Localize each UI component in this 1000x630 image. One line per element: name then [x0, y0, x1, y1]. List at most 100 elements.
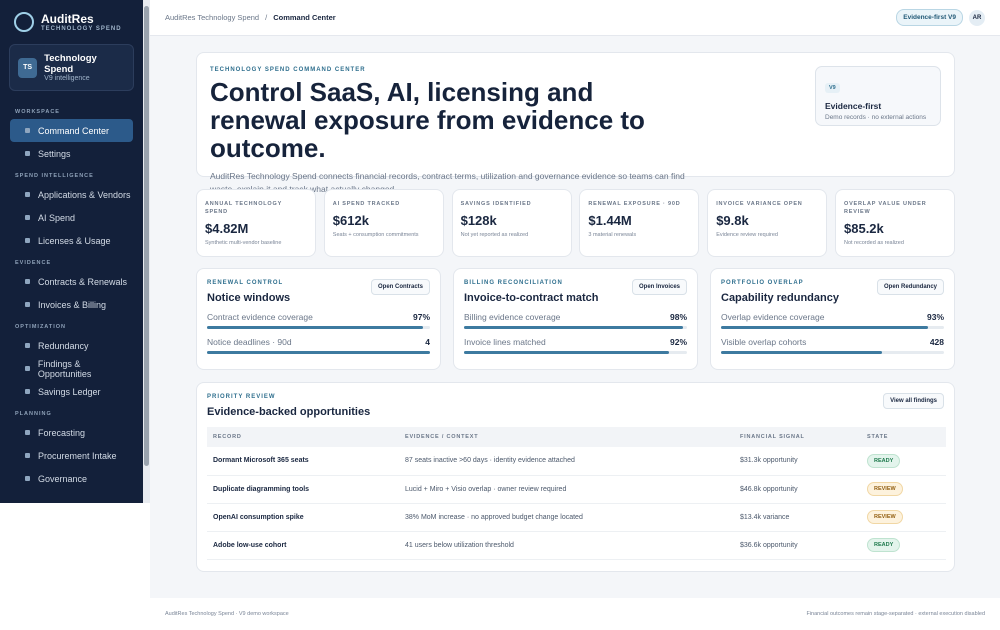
nav-icon [25, 279, 30, 284]
workspace-text: Technology Spend V9 intelligence [44, 53, 125, 82]
nav-icon [25, 366, 30, 371]
metric-line: Contract evidence coverage 97% [207, 312, 430, 322]
kpi-card: AI SPEND TRACKED $612k Seats + consumption… [323, 189, 444, 257]
table-row[interactable]: Duplicate diagramming tools Lucid + Miro … [207, 475, 946, 504]
workspace-name: Technology Spend [44, 53, 97, 75]
kpi-value: $1.44M [588, 213, 632, 228]
panel-title: Invoice-to-contract match [464, 292, 599, 304]
column-header: EVIDENCE / CONTEXT [399, 427, 734, 447]
nav-item[interactable]: Settings [10, 142, 133, 165]
nav-item[interactable]: Findings & Opportunities [10, 357, 133, 380]
panel-button[interactable]: Open Redundancy [876, 279, 944, 295]
table-row[interactable]: Adobe low-use cohort 41 users below utili… [207, 531, 946, 560]
nav-item[interactable]: Savings Ledger [10, 380, 133, 403]
nav-item[interactable]: Invoices & Billing [10, 293, 133, 316]
progress-track [464, 326, 687, 329]
kpi-value: $9.8k [716, 213, 749, 228]
avatar[interactable]: AR [969, 9, 985, 26]
metric-value: 92% [669, 337, 687, 347]
breadcrumb-root[interactable]: AuditRes Technology Spend [165, 13, 260, 22]
nav-icon [25, 476, 30, 481]
progress-fill [207, 326, 424, 329]
metric-line: Notice deadlines · 90d 4 [207, 337, 430, 347]
table-cell: READY [861, 531, 946, 560]
scrollbar [143, 0, 150, 503]
table-title: Evidence-backed opportunities [207, 406, 371, 418]
nav-label: Forecasting [38, 427, 86, 438]
nav-label: Redundancy [38, 340, 89, 351]
brand: AuditRes TECHNOLOGY SPEND [0, 0, 143, 40]
breadcrumb-current: Command Center [273, 13, 336, 22]
table: RECORD EVIDENCE / CONTEXT FINANCIAL SIGNAL… [207, 427, 946, 560]
kpi-label: SAVINGS IDENTIFIED [460, 201, 532, 207]
nav-label: Procurement Intake [38, 450, 117, 461]
aside-tag: V9 [825, 83, 840, 93]
nav-label: Applications & Vendors [38, 189, 131, 200]
metric-label: Billing evidence coverage [464, 312, 561, 322]
brand-text: AuditRes TECHNOLOGY SPEND [41, 12, 122, 32]
state-pill: REVIEW [867, 482, 903, 496]
topbar: AuditRes Technology Spend / Command Center… [150, 0, 1000, 36]
hero: TECHNOLOGY SPEND COMMAND CENTER Control S… [196, 52, 955, 194]
badge: Evidence-first V9 [896, 9, 963, 26]
metric-line: Visible overlap cohorts 428 [721, 337, 944, 347]
workspace[interactable]: TS Technology Spend V9 intelligence [9, 44, 134, 91]
table-button[interactable]: View all findings [883, 393, 944, 409]
nav-item[interactable]: AI Spend [10, 206, 133, 229]
panel-title: Capability redundancy [721, 292, 839, 304]
kpi-note: Not recorded as realized [844, 240, 904, 246]
table-row[interactable]: OpenAI consumption spike 38% MoM increase… [207, 503, 946, 532]
kpi-note: 3 material renewals [588, 232, 637, 238]
nav-icon [25, 238, 30, 243]
main: AuditRes Technology Spend / Command Center… [150, 0, 1000, 598]
kpi-label: ANNUAL TECHNOLOGY SPEND [205, 201, 282, 215]
metric-value: 98% [669, 312, 687, 322]
metric-value: 4 [425, 337, 430, 347]
brand-name: AuditRes [41, 12, 94, 26]
kpi-value: $612k [332, 213, 369, 228]
metric-row: Invoice lines matched 92% [464, 337, 687, 354]
panel-button[interactable]: Open Contracts [370, 279, 430, 295]
nav-section: EVIDENCE [15, 260, 52, 266]
logo [14, 12, 34, 32]
kpi-card: RENEWAL EXPOSURE · 90D $1.44M 3 material r… [579, 189, 700, 257]
nav-item[interactable]: Licenses & Usage [10, 229, 133, 252]
progress-track [721, 326, 944, 329]
kpi-value: $128k [460, 213, 497, 228]
metric-value: 97% [412, 312, 430, 322]
table-cell: OpenAI consumption spike [207, 503, 399, 532]
sidebar: AuditRes TECHNOLOGY SPEND TS Technology Spe… [0, 0, 143, 503]
metric-label: Invoice lines matched [464, 337, 546, 347]
nav-section: OPTIMIZATION [15, 324, 67, 330]
metric-label: Contract evidence coverage [207, 312, 313, 322]
nav-icon [25, 430, 30, 435]
nav-item[interactable]: Command Center [10, 119, 133, 142]
panel-button[interactable]: Open Invoices [631, 279, 687, 295]
nav-item[interactable]: Redundancy [10, 334, 133, 357]
nav-section: WORKSPACE [15, 109, 60, 115]
kpi-card: SAVINGS IDENTIFIED $128k Not yet reported … [451, 189, 572, 257]
nav-item[interactable]: Governance [10, 467, 133, 490]
table-cell: Lucid + Miro + Visio overlap · owner rev… [399, 475, 734, 504]
nav-item[interactable]: Applications & Vendors [10, 183, 133, 206]
kpi-note: Synthetic multi-vendor baseline [205, 240, 282, 246]
progress-fill [464, 326, 683, 329]
nav-item[interactable]: Procurement Intake [10, 444, 133, 467]
kpi-card: OVERLAP VALUE UNDER REVIEW $85.2k Not reco… [835, 189, 955, 257]
table-cell: $36.6k opportunity [734, 531, 861, 560]
progress-fill [721, 326, 929, 329]
metric-value: 428 [929, 337, 944, 347]
nav-icon [25, 302, 30, 307]
hero-title: Control SaaS, AI, licensing and renewal … [210, 77, 645, 163]
nav-item[interactable]: Contracts & Renewals [10, 270, 133, 293]
panel-eyebrow: PORTFOLIO OVERLAP [721, 280, 804, 286]
nav-item[interactable]: Forecasting [10, 421, 133, 444]
table-eyebrow: PRIORITY REVIEW [207, 394, 276, 400]
nav-icon [25, 453, 30, 458]
metric-row: Contract evidence coverage 97% [207, 312, 430, 329]
header-row: RECORD EVIDENCE / CONTEXT FINANCIAL SIGNAL… [207, 427, 946, 447]
kpi-note: Not yet reported as realized [460, 232, 529, 238]
table-row[interactable]: Dormant Microsoft 365 seats 87 seats inac… [207, 447, 946, 476]
table-cell: $13.4k variance [734, 503, 861, 532]
